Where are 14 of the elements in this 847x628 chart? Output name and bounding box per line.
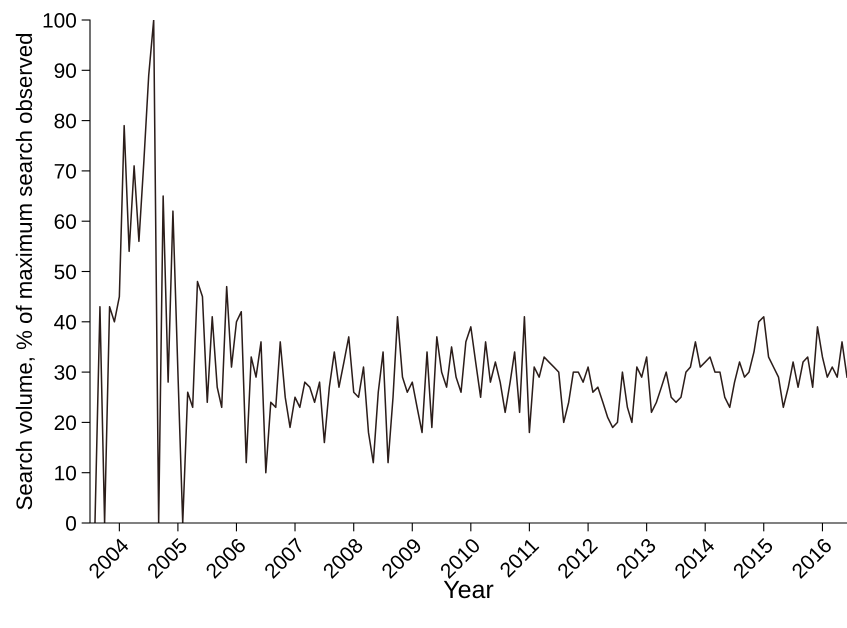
y-tick-label: 60 — [54, 214, 76, 229]
y-tick-label: 20 — [54, 415, 76, 430]
y-tick-label: 40 — [54, 314, 76, 330]
y-tick-label: 0 — [66, 516, 76, 531]
y-tick-label: 10 — [55, 466, 76, 480]
line-series — [94, 20, 847, 523]
y-tick-label: 100 — [44, 13, 76, 28]
y-tick-label: 70 — [54, 164, 76, 179]
y-tick-label: 50 — [54, 264, 76, 280]
y-tick-label: 80 — [54, 114, 76, 128]
y-tick-label: 30 — [54, 365, 76, 380]
y-tick-label: 90 — [54, 63, 76, 78]
y-axis-title: Search volume, % of maximum search observed — [16, 34, 35, 510]
x-axis-title: Year — [444, 580, 494, 598]
